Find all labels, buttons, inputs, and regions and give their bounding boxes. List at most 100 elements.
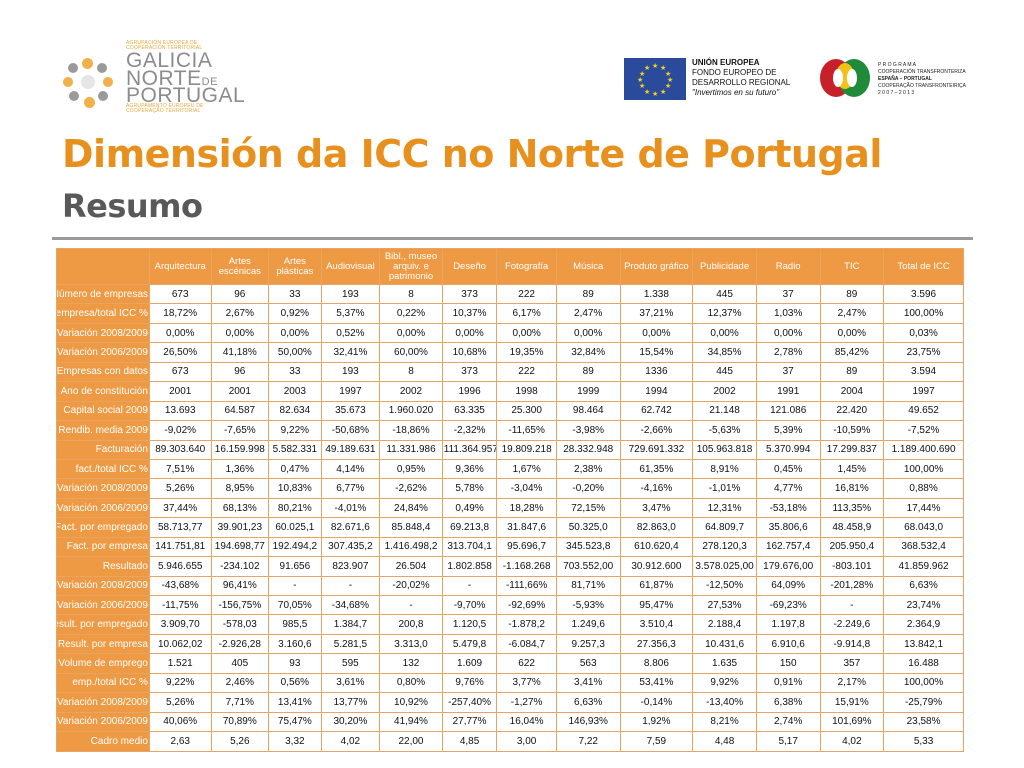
table-cell: 49.189.631	[320, 439, 381, 460]
table-cell: 729.691.332	[619, 439, 694, 460]
table-cell: 100,00%	[883, 458, 964, 480]
table-cell: 41.859.962	[883, 556, 964, 577]
table-cell: 61,35%	[619, 458, 694, 480]
table-cell: 5,26%	[148, 692, 212, 713]
row-header: Variación 2006/2009	[56, 497, 150, 519]
column-header: Música	[555, 248, 621, 285]
table-cell: 16,81%	[819, 478, 885, 499]
row-header: Capital social 2009	[56, 400, 150, 422]
table-cell: 58.713,77	[148, 517, 212, 538]
column-header: Artes plásticas	[268, 248, 322, 285]
table-cell: -0,14%	[619, 692, 694, 713]
table-cell: 0,92%	[268, 303, 322, 324]
table-cell: 72,15%	[555, 497, 621, 519]
table-row: Variación 2006/2009 -11,75% -156,75% 70,05%…	[56, 594, 964, 616]
table-cell: 5,26%	[148, 478, 212, 499]
table-cell: 2001	[210, 381, 270, 402]
table-cell: -0,20%	[555, 478, 621, 499]
table-cell: 2,46%	[210, 672, 270, 694]
table-cell: -53,18%	[755, 497, 821, 519]
table-cell: 19,35%	[496, 342, 557, 363]
table-cell: 9.257,3	[555, 633, 621, 655]
table-cell: 35.673	[320, 400, 381, 422]
eu-logo-line-2: DESARROLLO REGIONAL	[692, 78, 791, 87]
table-cell: 1,45%	[819, 458, 885, 480]
table-cell: 1.120,5	[441, 614, 498, 635]
table-cell: 13,41%	[268, 692, 322, 713]
row-header: Variación 2008/2009	[56, 575, 150, 597]
poctep-logo-text: P R O G R A M A COOPERACIÓN TRANSFRONTER…	[878, 62, 970, 97]
table-cell: 7,51%	[148, 458, 212, 480]
table-cell: 3.594	[883, 361, 964, 383]
column-header-corner	[56, 248, 150, 285]
table-cell: 30,20%	[320, 711, 381, 733]
table-cell: 445	[692, 283, 757, 305]
table-cell: 2002	[379, 381, 443, 402]
table-cell: 95,47%	[619, 594, 694, 616]
table-cell: 2,63	[148, 731, 212, 752]
row-header: % fact./total ICC	[56, 458, 150, 480]
table-cell: -111,66%	[496, 575, 557, 597]
table-cell: 2,78%	[755, 342, 821, 363]
table-cell: 192.494,2	[268, 536, 322, 558]
table-cell: 4,14%	[320, 458, 381, 480]
table-row: Result. por empregado3.909,70-578,03985,…	[56, 614, 964, 635]
table-cell: 8,95%	[210, 478, 270, 499]
row-header: % emp./total ICC	[56, 672, 150, 694]
table-cell: 33	[268, 361, 322, 383]
table-cell: -9,02%	[148, 420, 212, 441]
table-cell: 373	[441, 283, 498, 305]
table-cell: 13.693	[148, 400, 212, 422]
table-cell: 96	[210, 361, 270, 383]
eu-flag-icon: ★ ★ ★ ★ ★ ★ ★ ★ ★ ★ ★ ★	[624, 58, 686, 100]
table-row: Variación 2008/2009 5,26% 8,95% 10,83% 6,77%…	[56, 478, 964, 499]
column-header: Arquitectura	[148, 248, 212, 285]
table-cell: 2,67%	[210, 303, 270, 324]
table-cell: 307.435,2	[320, 536, 381, 558]
table-cell: 16.159.998	[210, 439, 270, 460]
table-cell: 22.420	[819, 400, 885, 422]
table-cell: -1,27%	[496, 692, 557, 713]
table-cell: 68,13%	[210, 497, 270, 519]
table-row: Cadro medio 2,63 5,26 3,32 4,02 22,00 4,85 3,00…	[56, 731, 964, 752]
table-cell: 1.802.858	[441, 556, 498, 577]
table-cell: 63.335	[441, 400, 498, 422]
table-cell: 10.062,02	[148, 633, 212, 655]
table-cell: 1.635	[692, 653, 757, 674]
table-cell: -4,01%	[320, 497, 381, 519]
table-cell: 0,00%	[441, 322, 498, 344]
table-cell: 0,95%	[379, 458, 443, 480]
table-cell: -25,79%	[883, 692, 964, 713]
table-cell: 85.848,4	[379, 517, 443, 538]
table-cell: 7,59	[619, 731, 694, 752]
table-row: Volume de emprego 1.521 405 93 595 132 1.609 62…	[56, 653, 964, 674]
eu-logo-title: UNIÓN EUROPEA	[692, 58, 760, 67]
table-cell: 445	[692, 361, 757, 383]
table-cell: 4,02	[320, 731, 381, 752]
table-cell: -1,01%	[692, 478, 757, 499]
table-cell: 5,33	[883, 731, 964, 752]
table-cell: 89	[555, 361, 621, 383]
page-subtitle: Resumo	[62, 187, 203, 225]
table-row: Variación 2008/2009 -43,68% 96,41% - - -20,02…	[56, 575, 964, 597]
table-row: Fact. por empresa 141.751,81 194.698,77 192…	[56, 536, 964, 558]
table-cell: 0,88%	[883, 478, 964, 499]
table-row: Fact. por empregado 58.713,77 39.901,23 60.…	[56, 517, 964, 538]
table-cell: 98.464	[555, 400, 621, 422]
table-cell: -13,40%	[692, 692, 757, 713]
table-cell: 75,47%	[268, 711, 322, 733]
table-cell: 1.189.400.690	[883, 439, 964, 460]
table-cell: 9,92%	[692, 672, 757, 694]
row-header: Cadro medio	[56, 731, 150, 752]
table-cell: 91.656	[268, 556, 322, 577]
table-cell: 357	[819, 653, 885, 674]
table-row: % fact./total ICC 7,51% 1,36% 0,47% 4,14% 0,9…	[56, 458, 964, 480]
table-cell: 82.863,0	[619, 517, 694, 538]
table-row: Número de empresas 673 96 33 193 8 373 222 89 1.3…	[56, 283, 964, 305]
eu-logo-line-1: FONDO EUROPEO DE	[692, 68, 777, 77]
table-cell: 1.416.498,2	[379, 536, 443, 558]
table-cell: 15,54%	[619, 342, 694, 363]
row-header: Volume de emprego	[56, 653, 150, 674]
table-cell: 12,37%	[692, 303, 757, 324]
column-header: Produto gráfico	[619, 248, 694, 285]
